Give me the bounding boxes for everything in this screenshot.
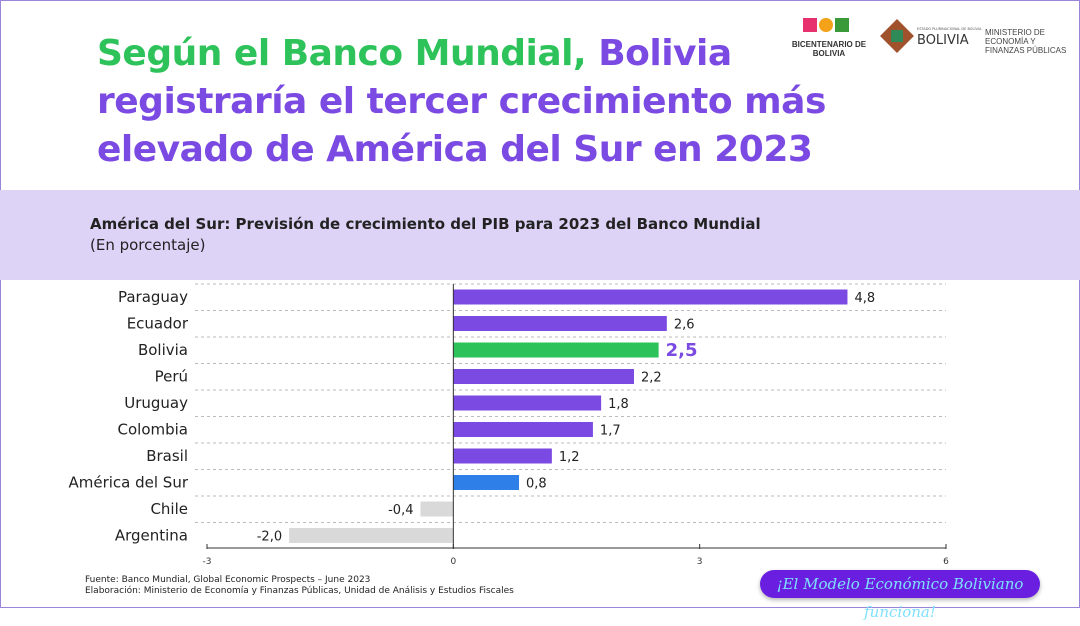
data-label: 2,6 <box>674 318 695 333</box>
category-label: Brasil <box>146 447 188 465</box>
data-label: 2,5 <box>666 340 698 361</box>
bar-chart: Paraguay 4,8 Ecuador 2,6 Bolivia 2,5 Perú 2,2 Ur… <box>68 283 949 567</box>
data-label: -0,4 <box>388 503 413 518</box>
logos: ESTADO PLURINACIONAL DE BOLIVIA BOLIVIA <box>803 18 982 53</box>
bar-paraguay <box>453 289 848 305</box>
category-label: Chile <box>150 500 188 518</box>
category-label: Argentina <box>115 527 188 545</box>
category-label: Paraguay <box>118 288 188 306</box>
bicentenario-logo <box>803 18 849 32</box>
bar-perú <box>453 369 634 384</box>
data-label: 1,8 <box>608 397 629 412</box>
title-purple: Bolivia registraría el tercer crecimient… <box>97 33 826 170</box>
estado-text: ESTADO PLURINACIONAL DE BOLIVIA <box>917 27 982 31</box>
category-label: Ecuador <box>127 315 189 333</box>
title-green: Según el Banco Mundial, <box>97 33 587 74</box>
x-tick-label: 0 <box>450 557 456 567</box>
data-label: -2,0 <box>257 530 282 545</box>
category-label: América del Sur <box>68 474 188 492</box>
bar-ecuador <box>453 316 667 331</box>
bar-bolivia <box>453 342 659 358</box>
bar-chile <box>420 501 454 517</box>
category-label: Uruguay <box>124 394 188 412</box>
data-label: 1,7 <box>600 424 621 439</box>
bar-argentina <box>289 528 454 543</box>
data-label: 2,2 <box>641 371 662 386</box>
data-label: 4,8 <box>854 291 875 306</box>
category-label: Bolivia <box>138 341 188 359</box>
svg-text:BOLIVIA: BOLIVIA <box>917 33 969 48</box>
footer-notes: Fuente: Banco Mundial, Global Economic P… <box>85 575 514 597</box>
source-note: Fuente: Banco Mundial, Global Economic P… <box>85 575 371 585</box>
data-label: 0,8 <box>526 477 547 492</box>
category-label: Colombia <box>118 421 189 439</box>
bar-colombia <box>453 422 593 437</box>
ministerio-text: MINISTERIO DE ECONOMÍA Y FINANZAS PÚBLIC… <box>985 28 1067 55</box>
chart-title: América del Sur: Previsión de crecimient… <box>90 215 761 233</box>
bicentenario-text: BICENTENARIO DE BOLIVIA <box>791 40 867 58</box>
data-label: 1,2 <box>559 450 580 465</box>
x-tick-label: 6 <box>943 557 949 567</box>
x-tick-label: 3 <box>697 557 703 567</box>
bar-brasil <box>453 448 552 464</box>
chart-header-band <box>0 190 1080 280</box>
bar-américa-del-sur <box>453 475 520 490</box>
x-tick-label: -3 <box>203 557 212 567</box>
page-title: Según el Banco Mundial, Bolivia registra… <box>97 30 897 174</box>
slogan-badge: ¡El Modelo Económico Boliviano funciona! <box>760 570 1040 621</box>
elaboration-note: Elaboración: Ministerio de Economía y Fi… <box>85 586 514 596</box>
category-label: Perú <box>155 368 188 386</box>
bar-uruguay <box>453 395 602 411</box>
estado-logo: ESTADO PLURINACIONAL DE BOLIVIA BOLIVIA <box>880 19 982 53</box>
chart-subtitle: (En porcentaje) <box>90 236 206 254</box>
